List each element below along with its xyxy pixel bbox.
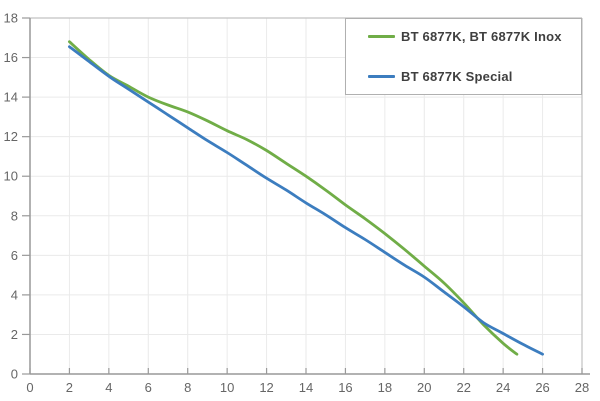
y-axis-tick-label: 12 [4, 129, 18, 144]
y-axis-tick-label: 2 [11, 327, 18, 342]
x-axis-tick-label: 24 [496, 380, 510, 395]
y-axis-tick-label: 10 [4, 169, 18, 184]
chart-legend: BT 6877K, BT 6877K Inox BT 6877K Special [345, 18, 582, 95]
x-axis-tick-label: 16 [338, 380, 352, 395]
x-axis-tick-label: 18 [378, 380, 392, 395]
y-axis-tick-label: 8 [11, 208, 18, 223]
x-axis-tick-label: 4 [105, 380, 112, 395]
y-axis-tick-label: 16 [4, 50, 18, 65]
legend-label-bt6877k-inox: BT 6877K, BT 6877K Inox [401, 29, 562, 44]
x-axis-tick-label: 26 [535, 380, 549, 395]
x-axis-tick-label: 8 [184, 380, 191, 395]
legend-item-bt6877k-special: BT 6877K Special [368, 69, 581, 85]
series-line-bt6877k-special [68, 45, 544, 356]
y-axis-tick-label: 0 [11, 367, 18, 382]
x-axis-tick-label: 22 [456, 380, 470, 395]
x-axis-tick-label: 0 [26, 380, 33, 395]
y-axis-tick-label: 14 [4, 90, 18, 105]
legend-line-swatch-blue [368, 75, 395, 78]
x-axis-tick-label: 2 [66, 380, 73, 395]
x-axis-tick-label: 20 [417, 380, 431, 395]
x-axis-tick-label: 28 [575, 380, 589, 395]
x-axis-tick-label: 10 [220, 380, 234, 395]
legend-line-swatch-green [368, 35, 395, 38]
y-axis-tick-label: 6 [11, 248, 18, 263]
y-axis-tick-label: 4 [11, 287, 18, 302]
legend-label-bt6877k-special: BT 6877K Special [401, 69, 513, 84]
x-axis-tick-label: 6 [145, 380, 152, 395]
legend-item-bt6877k-inox: BT 6877K, BT 6877K Inox [368, 29, 581, 45]
y-axis-tick-label: 18 [4, 11, 18, 26]
series-line-bt6877k-inox [68, 40, 519, 356]
x-axis-tick-label: 14 [299, 380, 313, 395]
x-axis-tick-label: 12 [259, 380, 273, 395]
